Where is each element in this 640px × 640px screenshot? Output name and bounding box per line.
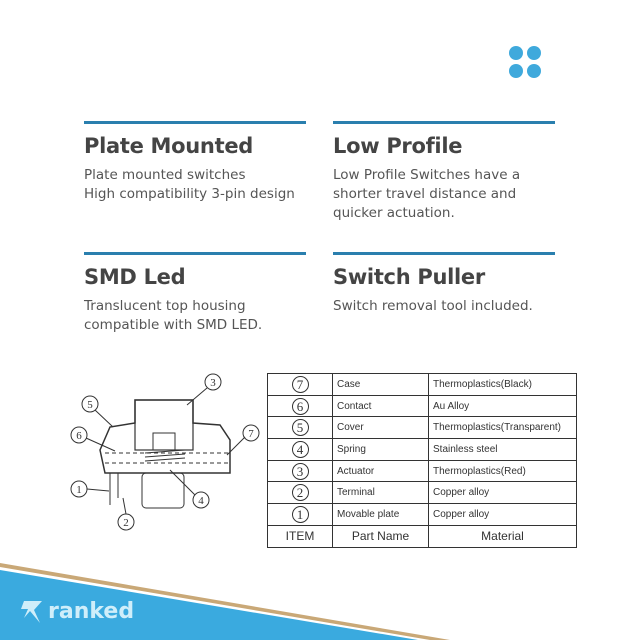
- diagram-label: 4: [198, 495, 204, 507]
- item-number: 2: [291, 484, 309, 502]
- feature-title: Plate Mounted: [84, 134, 253, 158]
- diagram-label: 1: [76, 484, 82, 496]
- diagram-label: 7: [248, 428, 254, 440]
- feature-title: Switch Puller: [333, 265, 485, 289]
- divider: [84, 121, 306, 124]
- diagram-label: 3: [210, 377, 216, 389]
- feature-low-profile: Low Profile Low Profile Switches have a …: [333, 121, 555, 223]
- brand-name: ranked: [48, 598, 135, 624]
- brand-logo: ranked: [20, 598, 134, 624]
- item-number: 1: [291, 505, 309, 523]
- column-header: Material: [428, 524, 577, 548]
- item-number: 7: [291, 375, 309, 393]
- feature-plate-mounted: Plate Mounted Plate mounted switches Hig…: [84, 121, 306, 204]
- item-number: 5: [291, 419, 309, 437]
- item-number: 3: [291, 462, 309, 480]
- item-number: 4: [291, 440, 309, 458]
- parts-table: 7 Case Thermoplastics(Black) 6 Contact Au All…: [267, 373, 577, 548]
- table-header-row: ITEM Part Name Material: [267, 524, 577, 548]
- ranked-logo-icon: [21, 601, 42, 623]
- item-number: 6: [291, 397, 309, 415]
- feature-desc: Plate mounted switches High compatibilit…: [84, 167, 295, 202]
- feature-switch-puller: Switch Puller Switch removal tool includ…: [333, 252, 555, 316]
- feature-title: Low Profile: [333, 134, 463, 158]
- diagram-label: 5: [87, 399, 93, 411]
- feature-desc: Switch removal tool included.: [333, 298, 533, 314]
- switch-cross-section-diagram: 1 2 3 4 5 6 7: [70, 373, 260, 531]
- divider: [333, 252, 555, 255]
- table-row: 7 Case Thermoplastics(Black): [267, 373, 577, 396]
- divider: [333, 121, 555, 124]
- diagram-label: 2: [123, 517, 129, 529]
- table-row: 3 Actuator Thermoplastics(Red): [267, 459, 577, 483]
- diagram-label: 6: [76, 430, 82, 442]
- table-row: 2 Terminal Copper alloy: [267, 481, 577, 505]
- feature-smd-led: SMD Led Translucent top housing compatib…: [84, 252, 306, 335]
- feature-title: SMD Led: [84, 265, 186, 289]
- table-row: 1 Movable plate Copper alloy: [267, 503, 577, 526]
- column-header: ITEM: [267, 524, 333, 548]
- divider: [84, 252, 306, 255]
- feature-desc: Translucent top housing compatible with …: [84, 298, 263, 333]
- grid-dots-icon: [509, 46, 541, 78]
- column-header: Part Name: [332, 524, 429, 548]
- table-row: 5 Cover Thermoplastics(Transparent): [267, 416, 577, 440]
- feature-desc: Low Profile Switches have a shorter trav…: [333, 167, 521, 221]
